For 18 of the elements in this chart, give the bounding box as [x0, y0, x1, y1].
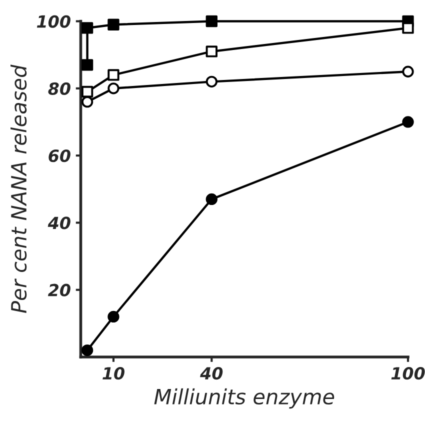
point	[402, 22, 414, 34]
y-tick-label: 100	[36, 15, 70, 28]
point	[206, 46, 218, 58]
y-tick-label: 40	[48, 216, 70, 230]
x-tick-label: 40	[200, 367, 223, 380]
x-tick-label: 100	[391, 367, 425, 380]
x-axis-title: Milliunits enzyme	[154, 388, 334, 409]
point	[206, 15, 218, 28]
x-tick-label: 10	[102, 367, 124, 380]
point	[81, 22, 94, 34]
y-tick-label: 20	[48, 284, 70, 296]
point	[81, 59, 94, 71]
point	[108, 69, 120, 81]
point	[108, 18, 120, 30]
point	[81, 86, 94, 98]
y-tick-label: 80	[48, 82, 70, 95]
y-axis-title: Per cent NANA released	[10, 64, 27, 313]
y-tick-label: 60	[48, 150, 70, 162]
